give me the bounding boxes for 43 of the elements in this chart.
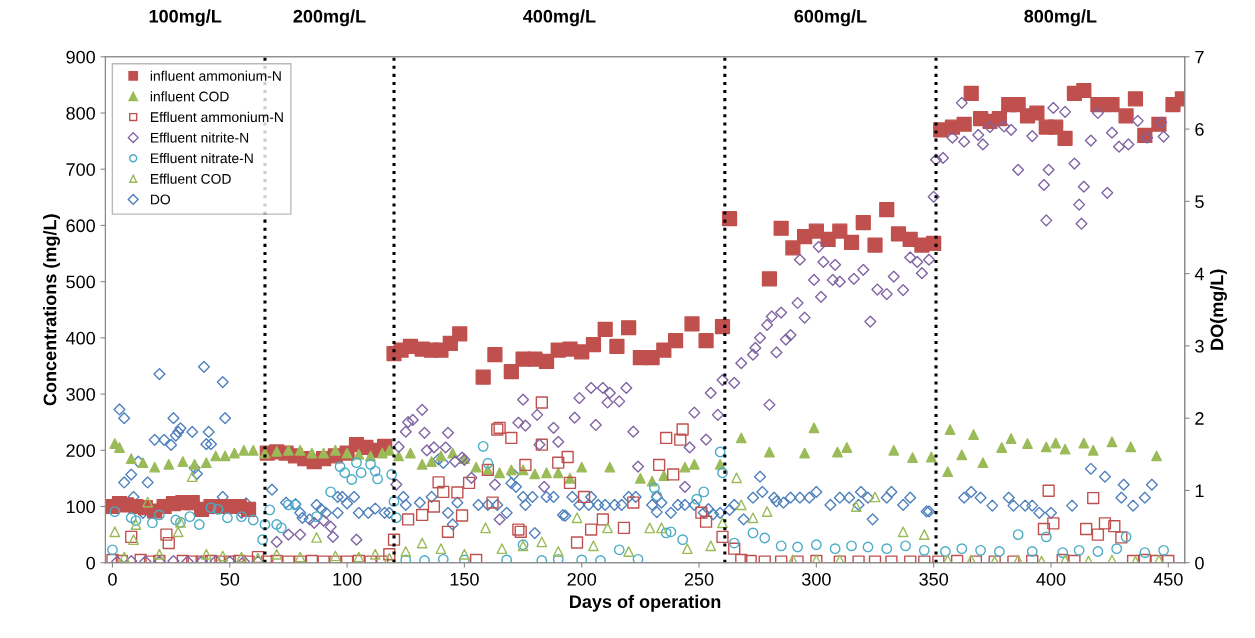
text: 400mg/L — [523, 9, 596, 27]
text: 100mg/L — [149, 9, 222, 27]
x-tick-label: 300 — [801, 572, 831, 586]
x-tick-label: 350 — [919, 572, 949, 586]
x-axis-title: Days of operation — [570, 594, 721, 612]
y-tick-label: 700 — [66, 163, 95, 176]
legend-label: Effluent nitrate-N — [151, 153, 253, 164]
legend-label: DO — [151, 194, 171, 205]
y-tick-label: 0 — [86, 556, 95, 570]
legend-label: influent COD — [150, 91, 229, 102]
y-tick-label: 500 — [66, 275, 95, 289]
x-tick-label: 450 — [1153, 572, 1183, 586]
y2-tick-label: 6 — [1195, 122, 1204, 136]
text: 200mg/L — [293, 9, 366, 27]
y-tick-label: 900 — [66, 50, 95, 64]
y-axis-title: Concentrations (mg/L) — [43, 214, 61, 406]
x-tick-label: 250 — [684, 572, 714, 586]
y2-tick-label: 2 — [1195, 412, 1204, 425]
x-tick-label: 150 — [450, 572, 479, 586]
x-tick-label: 50 — [220, 572, 240, 586]
y-tick-label: 800 — [66, 106, 95, 120]
legend-label: Effluent COD — [151, 173, 231, 184]
y2-axis-title: DO(mg/L) — [1210, 269, 1227, 350]
y-tick-label: 600 — [66, 219, 95, 233]
x-tick-label: 0 — [108, 572, 117, 586]
y2-tick-label: 4 — [1194, 267, 1204, 281]
y-tick-label: 100 — [66, 500, 95, 514]
y2-tick-label: 5 — [1195, 195, 1204, 209]
legend-label: Effluent ammonium-N — [151, 111, 283, 123]
legend-label: Effluent nitrite-N — [151, 132, 249, 143]
y2-tick-label: 3 — [1195, 339, 1204, 353]
x-tick-label: 100 — [333, 572, 362, 586]
text: 800mg/L — [1024, 9, 1097, 27]
y2-tick-label: 7 — [1195, 50, 1204, 64]
y2-tick-label: 1 — [1195, 484, 1204, 497]
x-tick-label: 400 — [1036, 572, 1066, 586]
y2-tick-label: 0 — [1195, 556, 1204, 570]
x-tick-label: 200 — [567, 572, 597, 586]
y-tick-label: 400 — [65, 331, 95, 345]
y-tick-label: 300 — [66, 388, 95, 401]
legend-label: influent ammonium-N — [150, 70, 281, 81]
y-tick-label: 200 — [66, 444, 95, 458]
text: 600mg/L — [794, 9, 867, 27]
